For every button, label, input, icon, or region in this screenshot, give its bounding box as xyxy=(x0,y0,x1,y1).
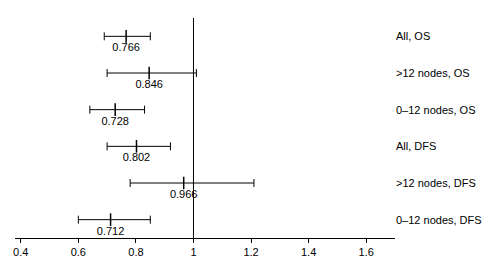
svg-text:0–12 nodes, DFS: 0–12 nodes, DFS xyxy=(396,214,482,226)
svg-text:0.766: 0.766 xyxy=(112,41,140,53)
svg-text:0.8: 0.8 xyxy=(128,246,143,258)
svg-text:All, OS: All, OS xyxy=(396,30,430,42)
svg-text:0.728: 0.728 xyxy=(101,115,129,127)
svg-text:0–12 nodes, OS: 0–12 nodes, OS xyxy=(396,104,476,116)
svg-text:0.846: 0.846 xyxy=(135,78,163,90)
svg-text:1.4: 1.4 xyxy=(301,246,316,258)
svg-text:>12 nodes, DFS: >12 nodes, DFS xyxy=(396,177,476,189)
svg-text:0.4: 0.4 xyxy=(13,246,28,258)
svg-text:0.6: 0.6 xyxy=(71,246,86,258)
svg-text:0.712: 0.712 xyxy=(97,225,125,237)
svg-text:0.802: 0.802 xyxy=(123,151,151,163)
svg-text:>12 nodes, OS: >12 nodes, OS xyxy=(396,67,470,79)
svg-text:1.6: 1.6 xyxy=(359,246,374,258)
svg-text:1.2: 1.2 xyxy=(243,246,258,258)
svg-text:0.966: 0.966 xyxy=(170,188,198,200)
svg-text:1: 1 xyxy=(190,246,196,258)
svg-text:All, DFS: All, DFS xyxy=(396,140,436,152)
